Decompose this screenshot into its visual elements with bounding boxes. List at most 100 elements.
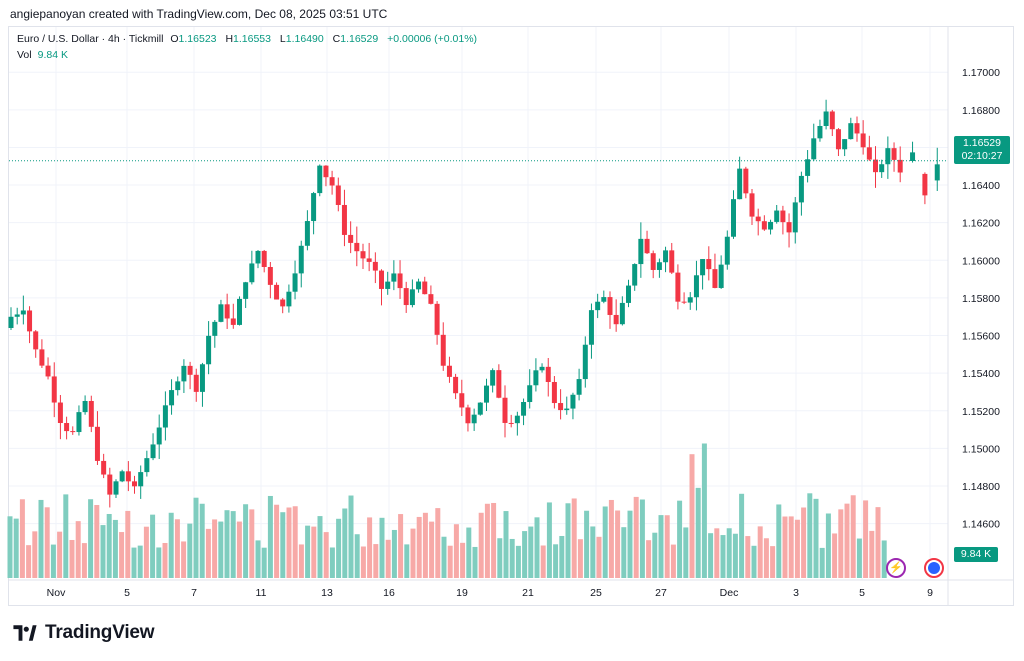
candle-body xyxy=(440,334,446,366)
volume-bar xyxy=(342,508,348,578)
candle-body xyxy=(484,385,489,403)
candle-body xyxy=(749,193,755,217)
candle-body xyxy=(564,408,570,411)
candle-body xyxy=(644,238,650,254)
candle-body xyxy=(514,415,520,424)
flash-icon[interactable]: ⚡ xyxy=(886,558,906,578)
volume-bar xyxy=(726,528,732,578)
candle-body xyxy=(588,310,594,345)
volume-bar xyxy=(181,541,187,578)
volume-bar xyxy=(32,531,38,578)
candle-body xyxy=(910,152,916,161)
tradingview-brand[interactable]: TradingView xyxy=(11,622,155,644)
y-tick-label: 1.15800 xyxy=(962,293,1000,305)
candle-body xyxy=(335,185,341,205)
x-tick-label: 19 xyxy=(456,587,468,599)
candle-body xyxy=(70,431,76,433)
volume-bar xyxy=(441,536,447,578)
volume-bar xyxy=(534,517,540,578)
candle-body xyxy=(107,474,113,495)
volume-bar xyxy=(497,538,503,578)
candle-body xyxy=(385,281,391,289)
volume-bar xyxy=(156,547,162,578)
volume-bar xyxy=(112,519,118,578)
globe-icon[interactable] xyxy=(924,558,944,578)
legend-change: +0.00006 (+0.01%) xyxy=(387,33,478,45)
candle-body xyxy=(8,316,14,328)
volume-bar xyxy=(875,507,881,578)
volume-bar xyxy=(801,507,807,578)
volume-axis-label: 9.84 K xyxy=(954,547,998,562)
volume-bar xyxy=(491,502,497,578)
volume-bar xyxy=(255,540,261,578)
volume-bar xyxy=(367,517,373,578)
candle-body xyxy=(243,282,249,299)
candle-body xyxy=(570,394,576,409)
candle-body xyxy=(613,314,619,325)
candle-body xyxy=(576,379,582,395)
candle-body xyxy=(119,471,125,482)
candle-body xyxy=(57,402,63,424)
tradingview-wordmark: TradingView xyxy=(45,622,155,643)
volume-bar xyxy=(658,515,664,578)
candle-body xyxy=(341,204,347,235)
volume-bar xyxy=(522,531,528,578)
x-tick-label: 5 xyxy=(124,587,130,599)
volume-bar xyxy=(373,544,379,578)
volume-bar xyxy=(137,545,143,578)
volume-bar xyxy=(832,533,838,578)
candle-body xyxy=(45,365,51,377)
volume-bar xyxy=(670,544,676,578)
candle-body xyxy=(700,259,706,276)
volume-bar xyxy=(292,506,298,578)
x-tick-label: 25 xyxy=(590,587,602,599)
candle-body xyxy=(422,281,428,295)
candle-body xyxy=(706,259,712,270)
volume-bar xyxy=(509,538,515,578)
volume-bar xyxy=(478,512,484,578)
volume-bar xyxy=(391,529,397,578)
candle-body xyxy=(601,297,607,302)
volume-bar xyxy=(26,545,32,578)
volume-bar xyxy=(298,544,304,578)
volume-bar xyxy=(571,498,577,578)
candle-body xyxy=(687,297,693,303)
candle-body xyxy=(626,285,631,303)
volume-bar xyxy=(410,528,416,578)
candle-body xyxy=(508,422,514,424)
candle-body xyxy=(64,423,70,432)
candle-body xyxy=(477,402,483,415)
candle-body xyxy=(693,275,699,298)
candle-body xyxy=(860,133,866,148)
volume-bar xyxy=(850,495,856,578)
volume-bar xyxy=(807,493,813,578)
chart-credit: angiepanoyan created with TradingView.co… xyxy=(10,7,388,21)
candle-body xyxy=(360,251,366,259)
volume-bar xyxy=(354,534,360,578)
candle-body xyxy=(169,390,175,406)
volume-legend-value: 9.84 K xyxy=(37,49,68,61)
volume-bar xyxy=(398,514,404,578)
volume-bar xyxy=(819,547,825,578)
volume-bar xyxy=(286,507,292,578)
volume-bar xyxy=(590,526,596,578)
volume-bar xyxy=(739,493,745,578)
candle-body xyxy=(14,314,20,317)
volume-bar xyxy=(714,528,720,578)
volume-bar xyxy=(267,495,273,578)
candle-body xyxy=(471,414,477,424)
volume-bar xyxy=(236,521,242,578)
volume-bar xyxy=(13,518,19,578)
volume-bar xyxy=(881,540,887,578)
candle-body xyxy=(113,481,119,495)
volume-bar xyxy=(447,545,453,578)
volume-bar xyxy=(205,528,211,578)
candle-body xyxy=(76,412,82,433)
volume-bar xyxy=(429,521,435,578)
legend-close-label: C xyxy=(332,33,341,45)
volume-bar xyxy=(317,516,323,578)
volume-bar xyxy=(664,515,670,578)
candle-body xyxy=(681,301,687,303)
volume-bar xyxy=(683,527,689,578)
